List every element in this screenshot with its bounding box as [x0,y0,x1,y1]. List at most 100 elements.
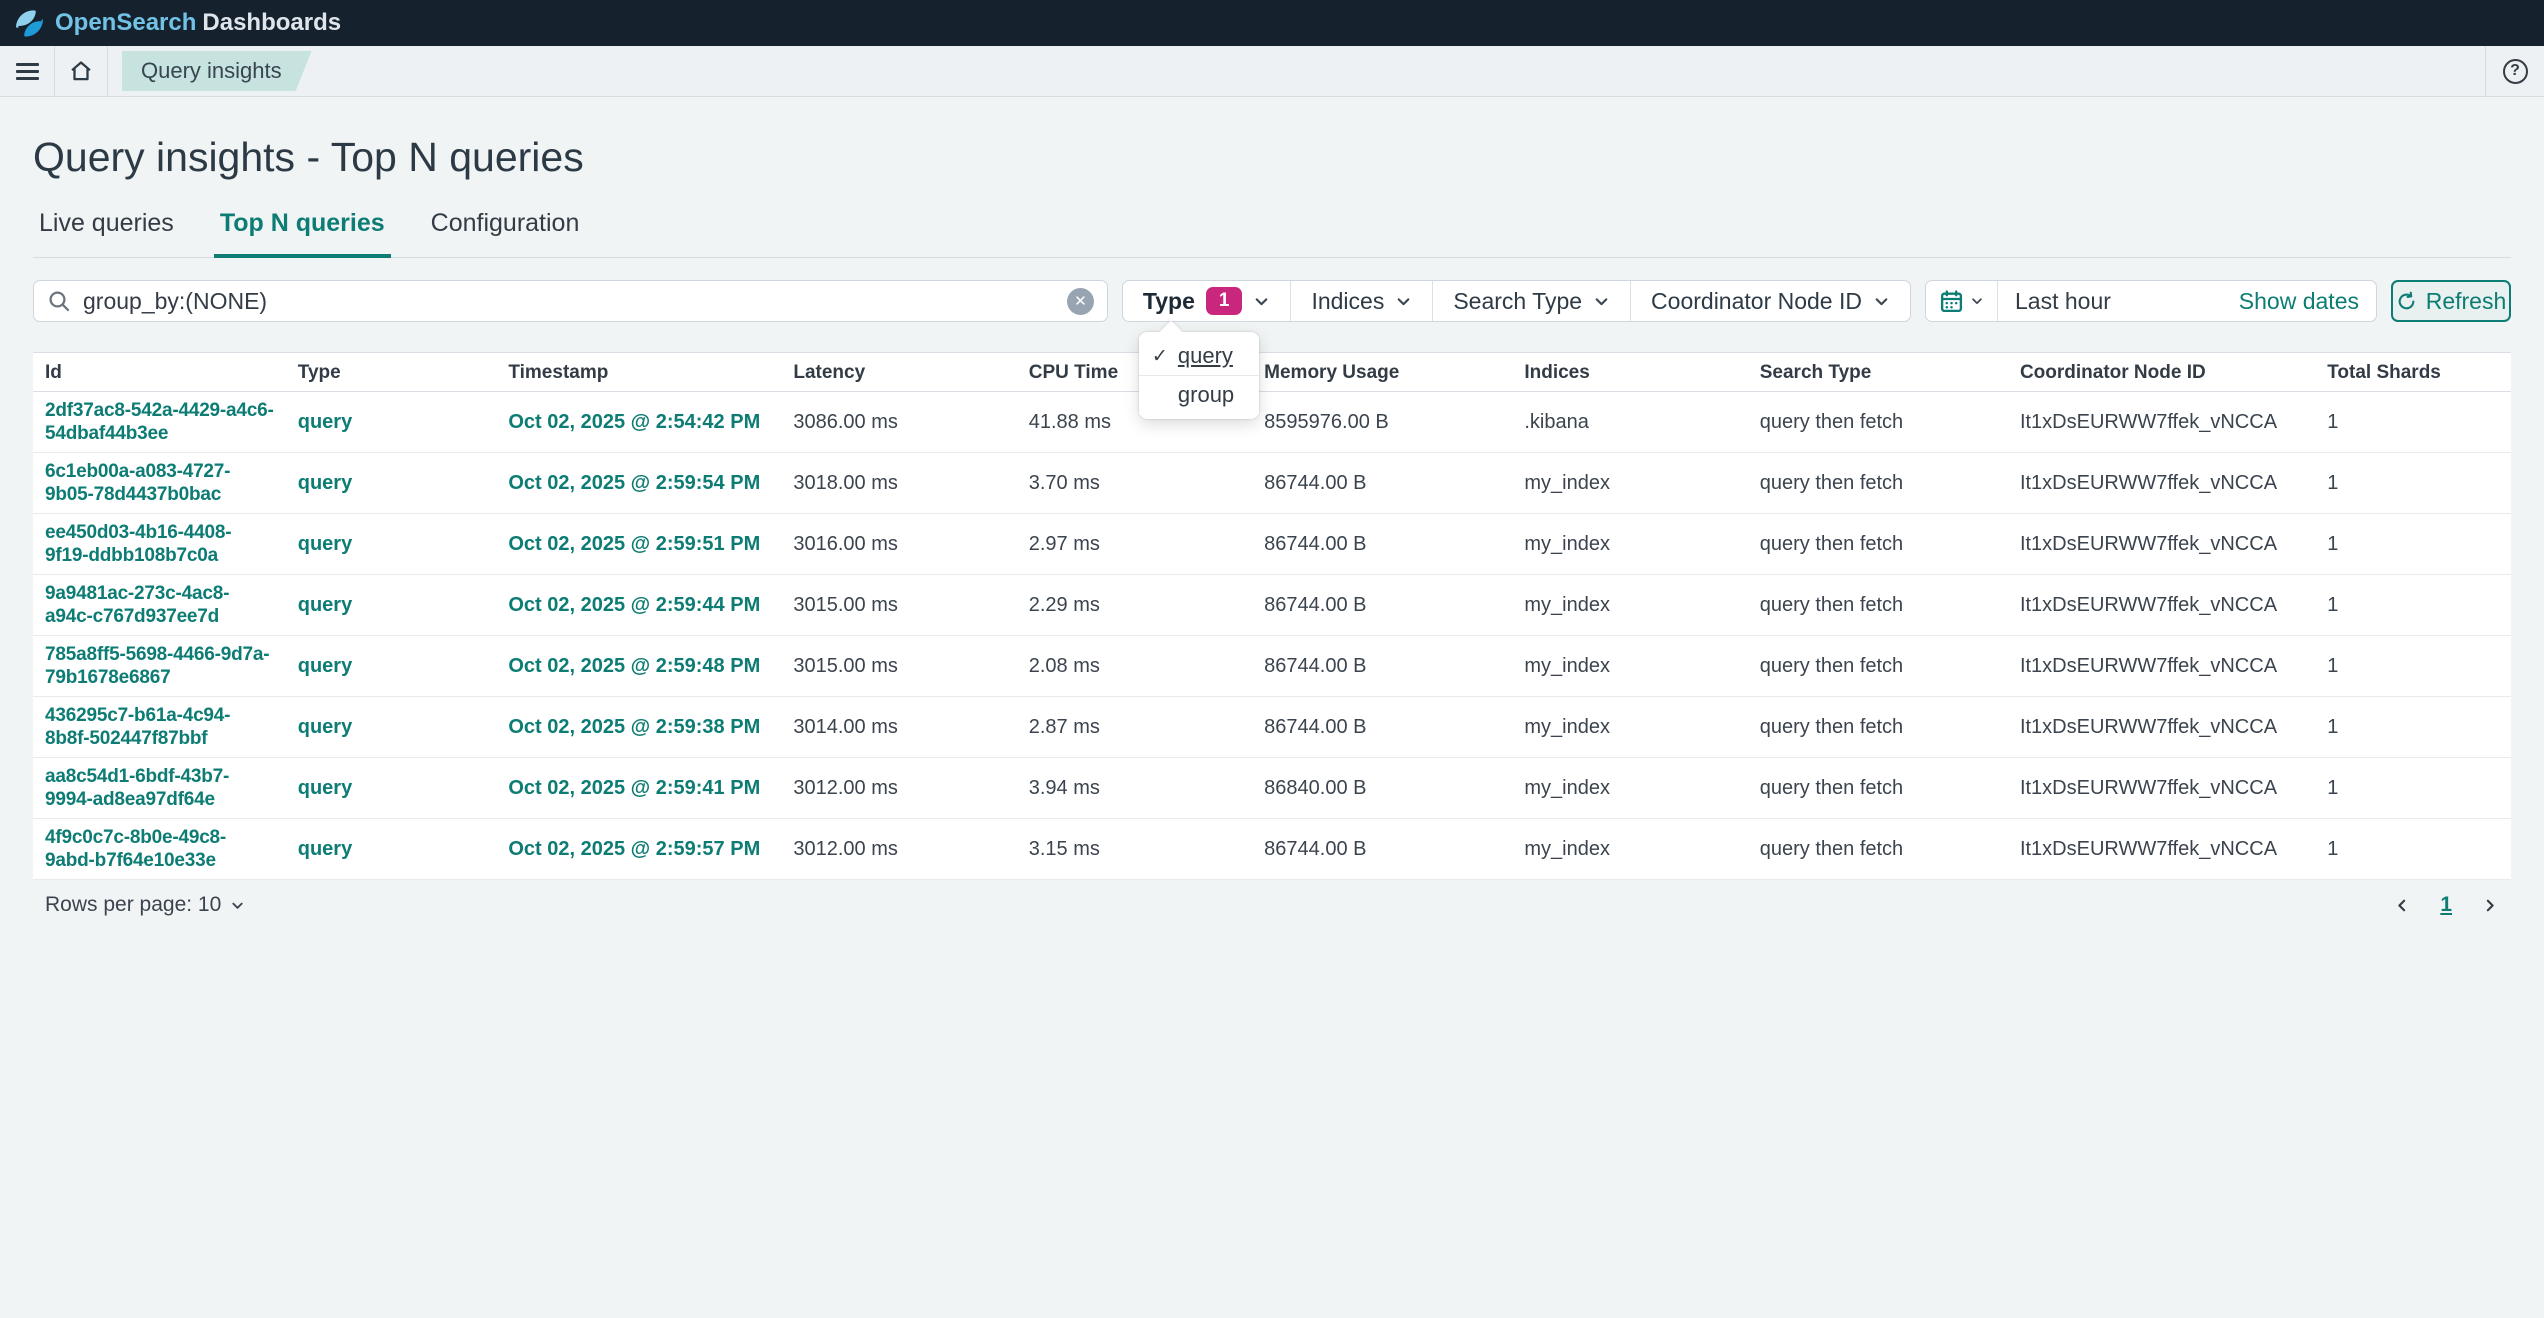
cell-total_shards: 1 [2315,452,2511,514]
tab-configuration[interactable]: Configuration [430,209,580,237]
column-header-latency: Latency [781,352,1017,392]
clear-search-icon[interactable]: ✕ [1066,287,1094,315]
cell-type[interactable]: query [285,696,497,758]
cell-timestamp[interactable]: Oct 02, 2025 @ 2:59:51 PM [496,513,782,575]
search-icon [49,291,70,312]
cell-type[interactable]: query [285,574,497,636]
cell-indices: my_index [1512,818,1748,880]
filter-indices[interactable]: Indices [1291,281,1434,321]
dropdown-option-group[interactable]: group [1138,376,1259,414]
refresh-button[interactable]: Refresh [2391,280,2511,322]
cell-memory: 86744.00 B [1252,574,1513,636]
cell-cpu_time: 2.29 ms [1016,574,1253,636]
tab-top-n-queries[interactable]: Top N queries [213,209,391,258]
cell-latency: 3014.00 ms [781,696,1017,758]
cell-timestamp[interactable]: Oct 02, 2025 @ 2:59:48 PM [496,635,782,697]
menu-hamburger-icon[interactable] [0,46,54,96]
cell-cpu_time: 3.15 ms [1016,818,1253,880]
search-input[interactable] [83,287,1067,315]
cell-id[interactable]: 785a8ff5-5698-4466-9d7a-79b1678e6867 [33,635,286,697]
cell-id[interactable]: aa8c54d1-6bdf-43b7-9994-ad8ea97df64e [33,757,286,819]
cell-total_shards: 1 [2315,757,2511,819]
next-page-icon[interactable] [2482,897,2499,914]
cell-search_type: query then fetch [1747,513,2008,575]
opensearch-logo-icon [16,9,43,37]
cell-cpu_time: 2.97 ms [1016,513,1253,575]
tabs: Live queries Top N queries Configuration [33,209,2511,258]
cell-timestamp[interactable]: Oct 02, 2025 @ 2:59:38 PM [496,696,782,758]
cell-cpu_time: 3.94 ms [1016,757,1253,819]
cell-timestamp[interactable]: Oct 02, 2025 @ 2:59:41 PM [496,757,782,819]
tab-live-queries[interactable]: Live queries [39,209,174,237]
search-box[interactable]: ✕ [33,280,1108,322]
filter-type[interactable]: Type 1 ✓ query group [1123,281,1292,419]
dropdown-option-query[interactable]: ✓ query [1138,337,1259,376]
cell-memory: 86744.00 B [1252,635,1513,697]
cell-timestamp[interactable]: Oct 02, 2025 @ 2:59:44 PM [496,574,782,636]
breadcrumb-current[interactable]: Query insights [122,51,312,91]
cell-latency: 3018.00 ms [781,452,1017,514]
cell-id[interactable]: 4f9c0c7c-8b0e-49c8-9abd-b7f64e10e33e [33,818,286,880]
cell-id[interactable]: 6c1eb00a-a083-4727-9b05-78d4437b0bac [33,452,286,514]
help-icon[interactable]: ? [2486,46,2544,96]
pagination: Rows per page: 10 1 [33,893,2511,917]
cell-id[interactable]: 436295c7-b61a-4c94-8b8f-502447f87bbf [33,696,286,758]
cell-type[interactable]: query [285,818,497,880]
previous-page-icon[interactable] [2393,897,2410,914]
refresh-label: Refresh [2425,287,2507,314]
cell-latency: 3012.00 ms [781,818,1017,880]
type-filter-popover: ✓ query group [1138,320,1259,419]
column-header-memory-usage: Memory Usage [1252,352,1513,392]
cell-type[interactable]: query [285,513,497,575]
filter-group: Type 1 ✓ query group Indices Search Type Coordi… [1121,280,1911,419]
cell-indices: my_index [1512,757,1748,819]
cell-latency: 3086.00 ms [781,391,1017,453]
cell-id[interactable]: 2df37ac8-542a-4429-a4c6-54dbaf44b3ee [33,391,286,453]
rows-per-page-button[interactable]: Rows per page: 10 [45,893,245,917]
cell-type[interactable]: query [285,452,497,514]
cell-latency: 3012.00 ms [781,757,1017,819]
cell-total_shards: 1 [2315,574,2511,636]
chevron-down-icon [1972,298,1982,305]
cell-indices: my_index [1512,696,1748,758]
cell-id[interactable]: 9a9481ac-273c-4ac8-a94c-c767d937ee7d [33,574,286,636]
option-label: group [1177,382,1235,407]
cell-type[interactable]: query [285,635,497,697]
chevron-down-icon [1256,297,1268,305]
cell-latency: 3015.00 ms [781,574,1017,636]
cell-id[interactable]: ee450d03-4b16-4408-9f19-ddbb108b7c0a [33,513,286,575]
page-number[interactable]: 1 [2440,893,2452,916]
brand-primary: OpenSearch [55,9,197,36]
cell-indices: .kibana [1512,391,1748,453]
filter-search-type[interactable]: Search Type [1433,281,1632,321]
cell-search_type: query then fetch [1747,391,2008,453]
filter-coordinator-node-id[interactable]: Coordinator Node ID [1631,281,1910,321]
column-header-indices: Indices [1512,352,1748,392]
column-header-timestamp: Timestamp [496,352,782,392]
main-content: Query insights - Top N queries Live quer… [0,134,2544,917]
table-row: 9a9481ac-273c-4ac8-a94c-c767d937ee7d quer… [33,574,2511,636]
filter-count-badge: 1 [1205,286,1243,316]
cell-memory: 86744.00 B [1252,513,1513,575]
cell-memory: 86744.00 B [1252,696,1513,758]
filter-label: Coordinator Node ID [1651,287,1862,314]
cell-timestamp[interactable]: Oct 02, 2025 @ 2:59:54 PM [496,452,782,514]
table-row: 6c1eb00a-a083-4727-9b05-78d4437b0bac quer… [33,452,2511,514]
cell-search_type: query then fetch [1747,574,2008,636]
cell-cpu_time: 2.08 ms [1016,635,1253,697]
cell-search_type: query then fetch [1747,696,2008,758]
divider [54,46,55,96]
cell-timestamp[interactable]: Oct 02, 2025 @ 2:59:57 PM [496,818,782,880]
home-icon[interactable] [55,46,107,96]
show-dates-button[interactable]: Show dates [2238,287,2359,314]
cell-type[interactable]: query [285,757,497,819]
date-range-value[interactable]: Last hour [2015,287,2111,314]
cell-coordinator: It1xDsEURWW7ffek_vNCCA [2007,452,2316,514]
cell-timestamp[interactable]: Oct 02, 2025 @ 2:54:42 PM [496,391,782,453]
page-nav: 1 [2393,893,2499,917]
cell-type[interactable]: query [285,391,497,453]
calendar-dropdown[interactable] [1926,281,1998,321]
rows-per-page-label: Rows per page: 10 [45,893,222,916]
breadcrumb-bar: Query insights ? [0,46,2544,97]
